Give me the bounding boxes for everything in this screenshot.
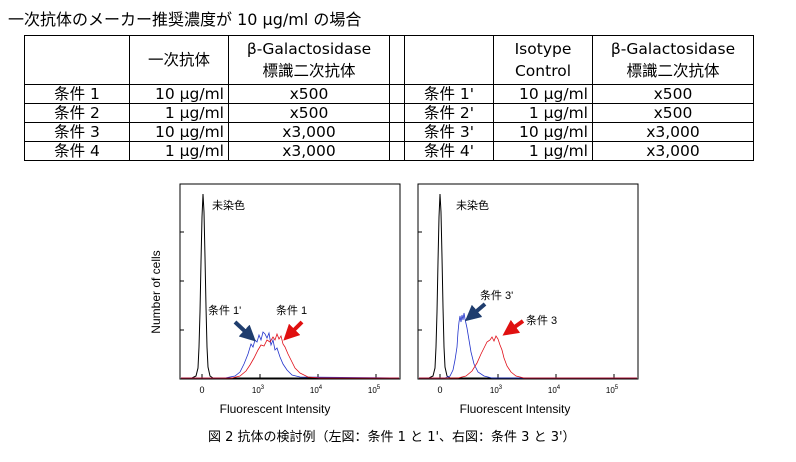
tick-base: 10	[548, 386, 557, 395]
x-tick-label: 0	[437, 385, 442, 395]
header-empty-left	[24, 35, 130, 85]
isotype-cell: 10 μg/ml	[493, 122, 593, 142]
stained-label: 条件 3	[526, 313, 557, 327]
primary-cell: 10 μg/ml	[129, 122, 229, 142]
x-tick-label: 105	[368, 385, 381, 395]
table-gap	[389, 122, 405, 142]
isotype-label: 条件 3'	[480, 288, 513, 302]
table-gap	[389, 84, 405, 104]
x-tick-label: 0	[199, 385, 204, 395]
x-tick-label: 105	[606, 385, 619, 395]
table-row: 条件 4 1 μg/ml x3,000 条件 4' 1 μg/ml x3,000	[24, 141, 754, 161]
unstained-histogram	[181, 193, 399, 379]
histogram-panel-left: 0 103 104 105 Fluorescent Intensity 未染色 …	[179, 183, 401, 416]
header-isotype-line1: Isotype	[514, 40, 572, 58]
stained-histogram	[181, 332, 399, 379]
cond-cell: 条件 4	[24, 141, 130, 161]
cond-cell: 条件 3	[24, 122, 130, 142]
table-gap	[389, 35, 405, 85]
table-gap	[389, 141, 405, 161]
isotype-arrow-icon	[233, 320, 256, 342]
stained-histogram	[419, 335, 637, 379]
header-secondary-right-line1: β-Galactosidase	[610, 40, 736, 58]
isotype-histogram	[181, 331, 400, 379]
secondary-cell: x3,000	[228, 141, 390, 161]
isotype-label: 条件 1'	[208, 303, 241, 317]
histogram-panel-right: 0 103 104 105 Fluorescent Intensity 未染色 …	[417, 183, 639, 416]
tick-exp: 4	[319, 385, 323, 391]
tick-base: 10	[606, 386, 615, 395]
secondary-cell: x3,000	[592, 141, 754, 161]
x-tick-label: 103	[252, 385, 265, 395]
secondary-cell: x500	[592, 84, 754, 104]
secondary-cell: x3,000	[228, 122, 390, 142]
y-ticks	[418, 231, 422, 331]
figure-caption: 図 2 抗体の検討例（左図：条件 1 と 1'、右図：条件 3 と 3'）	[208, 430, 576, 445]
isotype-cell: 1 μg/ml	[493, 141, 593, 161]
page-title: 一次抗体のメーカー推奨濃度が 10 μg/ml の場合	[8, 10, 362, 29]
isotype-histogram	[419, 312, 637, 379]
tick-base: 0	[437, 385, 442, 395]
primary-cell: 1 μg/ml	[129, 103, 229, 123]
isotype-cell: 10 μg/ml	[493, 84, 593, 104]
table-row: 条件 2 1 μg/ml x500 条件 2' 1 μg/ml x500	[24, 103, 754, 123]
tick-exp: 5	[377, 385, 381, 391]
header-secondary-right-line2: 標識二次抗体	[626, 62, 720, 80]
tick-base: 10	[368, 386, 377, 395]
primary-cell: 10 μg/ml	[129, 84, 229, 104]
x-axis-label: Fluorescent Intensity	[460, 402, 571, 416]
cond-cell: 条件 2'	[404, 103, 494, 123]
table-row: 条件 3 10 μg/ml x3,000 条件 3' 10 μg/ml x3,0…	[24, 122, 754, 142]
unstained-label: 未染色	[456, 198, 489, 212]
stained-label: 条件 1	[276, 303, 307, 317]
header-primary: 一次抗体	[129, 35, 229, 85]
stained-arrow-icon	[502, 319, 525, 336]
flow-cytometry-figure: Number of cells 0 103 104 105 Fluorescen…	[149, 183, 639, 416]
tick-exp: 3	[499, 385, 503, 391]
tick-base: 10	[310, 386, 319, 395]
primary-cell: 1 μg/ml	[129, 141, 229, 161]
tick-base: 10	[252, 386, 261, 395]
unstained-histogram	[419, 193, 637, 379]
unstained-label: 未染色	[212, 198, 245, 212]
table-row: 条件 1 10 μg/ml x500 条件 1' 10 μg/ml x500	[24, 84, 754, 104]
tick-base: 10	[490, 386, 499, 395]
header-secondary-left-line2: 標識二次抗体	[262, 62, 356, 80]
table-gap	[389, 103, 405, 123]
header-isotype: Isotype Control	[493, 35, 593, 85]
secondary-cell: x500	[228, 103, 390, 123]
x-tick-label: 103	[490, 385, 503, 395]
conditions-table: 一次抗体 β-Galactosidase 標識二次抗体 Isotype Contro…	[24, 35, 754, 161]
header-isotype-line2: Control	[514, 62, 572, 80]
isotype-arrow-icon	[464, 302, 487, 322]
cond-cell: 条件 2	[24, 103, 130, 123]
header-secondary-left-line1: β-Galactosidase	[246, 40, 372, 58]
y-axis-label: Number of cells	[149, 250, 163, 333]
secondary-cell: x500	[592, 103, 754, 123]
x-tick-label: 104	[310, 385, 323, 395]
x-tick-label: 104	[548, 385, 561, 395]
secondary-cell: x3,000	[592, 122, 754, 142]
table-header-row: 一次抗体 β-Galactosidase 標識二次抗体 Isotype Contro…	[24, 35, 754, 85]
stained-arrow-icon	[283, 320, 304, 341]
tick-exp: 4	[557, 385, 561, 391]
y-ticks	[180, 231, 184, 331]
isotype-cell: 1 μg/ml	[493, 103, 593, 123]
tick-exp: 3	[261, 385, 265, 391]
cond-cell: 条件 1	[24, 84, 130, 104]
header-secondary-right: β-Galactosidase 標識二次抗体	[592, 35, 754, 85]
tick-exp: 5	[615, 385, 619, 391]
tick-base: 0	[199, 385, 204, 395]
plot-frame	[417, 183, 639, 380]
header-empty-right	[404, 35, 494, 85]
cond-cell: 条件 4'	[404, 141, 494, 161]
header-secondary-left: β-Galactosidase 標識二次抗体	[228, 35, 390, 85]
secondary-cell: x500	[228, 84, 390, 104]
x-axis-label: Fluorescent Intensity	[220, 402, 331, 416]
cond-cell: 条件 1'	[404, 84, 494, 104]
plot-frame	[179, 183, 401, 380]
cond-cell: 条件 3'	[404, 122, 494, 142]
